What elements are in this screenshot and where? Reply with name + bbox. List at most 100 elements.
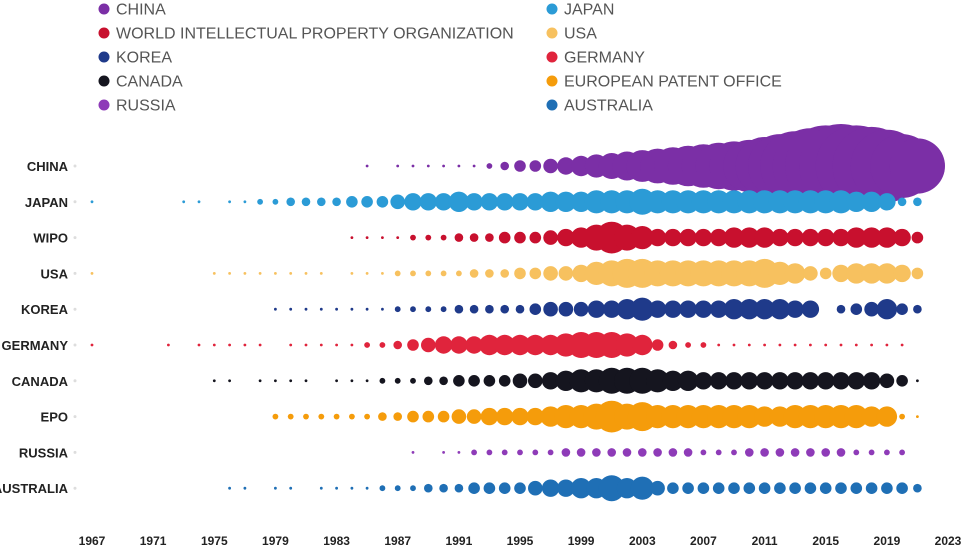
- row-label-china: CHINA: [27, 159, 69, 174]
- legend-entry-china: CHINA: [98, 2, 166, 19]
- bubble-germany-1977: [243, 343, 247, 347]
- bubble-korea-1996: [529, 303, 542, 316]
- bubble-usa-2017: [846, 263, 867, 284]
- bubble-china-1987: [396, 164, 400, 168]
- bubble-germany-2014: [809, 343, 812, 347]
- bubble-australia-2015: [819, 482, 832, 495]
- legend-marker: [98, 3, 110, 15]
- bubble-usa-1995: [514, 267, 526, 280]
- bubble-germany-2010: [747, 343, 751, 347]
- bubble-korea-1986: [381, 307, 384, 311]
- bubble-epo-1979: [272, 413, 279, 420]
- series-canada: [212, 367, 919, 394]
- bubble-epo-1991: [451, 409, 467, 424]
- bubble-japan-1967: [90, 200, 94, 204]
- bubble-russia-2019: [884, 449, 890, 456]
- bubble-epo-1985: [364, 413, 370, 420]
- bubble-australia-1987: [394, 485, 401, 492]
- bubble-russia-1995: [517, 449, 523, 456]
- bubble-japan-1987: [390, 194, 406, 210]
- bubble-korea-2000: [587, 300, 606, 318]
- bubble-germany-1985: [364, 342, 370, 348]
- row-label-australia: AUSTRALIA: [0, 481, 69, 496]
- row-label-japan: JAPAN: [25, 195, 68, 210]
- x-tick-label-1979: 1979: [262, 534, 289, 548]
- bubble-japan-1982: [317, 197, 326, 207]
- bubble-epo-2019: [876, 406, 898, 427]
- bubble-china-1998: [557, 157, 575, 175]
- bubble-germany-2012: [778, 343, 782, 347]
- bubble-wipo-2003: [630, 226, 654, 250]
- bubble-germany-2020: [900, 343, 904, 347]
- bubble-korea-2019: [876, 299, 898, 320]
- bubble-china-1989: [426, 164, 430, 168]
- bubble-australia-1995: [514, 482, 526, 495]
- bubble-australia-1976: [228, 486, 232, 490]
- legend-marker: [546, 27, 558, 39]
- bubble-russia-2014: [806, 448, 815, 457]
- bubble-japan-1973: [182, 200, 186, 204]
- bubble-australia-2009: [728, 482, 740, 495]
- bubble-china-1991: [457, 164, 461, 168]
- bubble-canada-1984: [350, 379, 354, 383]
- row-label-dot: [73, 450, 77, 454]
- legend-marker: [546, 75, 558, 87]
- bubble-canada-1991: [453, 375, 465, 387]
- bubble-japan-1993: [480, 193, 499, 211]
- bubble-germany-1991: [450, 336, 468, 354]
- bubble-epo-1989: [422, 410, 435, 423]
- bubble-australia-1989: [424, 483, 433, 493]
- bubble-germany-1974: [197, 343, 201, 347]
- row-label-dot: [73, 307, 77, 311]
- bubble-korea-2004: [648, 300, 667, 318]
- bubble-australia-1980: [289, 486, 293, 490]
- bubble-canada-2005: [662, 370, 684, 391]
- bubble-wipo-1995: [514, 231, 526, 244]
- bubble-russia-2003: [638, 448, 647, 457]
- bubble-germany-2006: [685, 342, 691, 348]
- bubble-wipo-1988: [410, 234, 416, 241]
- bubble-russia-1994: [501, 449, 508, 456]
- bubble-korea-2005: [664, 300, 682, 318]
- bubble-canada-2015: [817, 372, 835, 390]
- bubble-japan-1980: [286, 197, 296, 207]
- legend-entry-russia: RUSSIA: [98, 98, 176, 115]
- x-tick-label-2003: 2003: [629, 534, 656, 548]
- legend-marker: [98, 99, 110, 111]
- bubble-usa-1977: [243, 272, 247, 275]
- bubble-china-1996: [529, 160, 542, 172]
- bubble-australia-2007: [697, 482, 710, 495]
- bubble-australia-1999: [570, 478, 592, 499]
- bubble-wipo-2012: [771, 228, 789, 247]
- bubble-epo-2017: [844, 405, 868, 429]
- bubble-epo-1986: [378, 412, 387, 421]
- row-label-dot: [73, 415, 77, 419]
- row-labels: CHINA JAPAN WIPO USA KOREA GERMANY CANADA EPO RU…: [0, 159, 77, 496]
- bubble-china-1997: [543, 158, 558, 174]
- bubble-usa-1984: [350, 272, 354, 275]
- bubble-korea-2014: [801, 300, 820, 318]
- bubble-russia-2020: [899, 449, 905, 456]
- bubble-usa-2012: [768, 261, 792, 285]
- bubble-korea-1979: [274, 307, 277, 311]
- bubble-wipo-1998: [557, 228, 575, 247]
- bubble-korea-2012: [769, 299, 791, 320]
- bubble-australia-2010: [743, 482, 756, 495]
- bubble-canada-1975: [212, 379, 216, 383]
- legend-label: USA: [564, 26, 597, 43]
- bubble-korea-1993: [485, 304, 494, 314]
- bubble-canada-2009: [725, 372, 743, 390]
- bubble-usa-1982: [319, 272, 323, 275]
- legend-label: GERMANY: [564, 50, 645, 67]
- bubble-germany-2009: [732, 343, 736, 347]
- bubble-japan-1977: [243, 200, 247, 204]
- bubble-australia-1986: [379, 485, 386, 492]
- bubble-usa-1993: [485, 269, 494, 278]
- bubble-epo-1984: [349, 413, 355, 420]
- bubble-usa-1996: [529, 267, 542, 280]
- bubble-wipo-1993: [485, 233, 494, 242]
- row-label-dot: [73, 200, 77, 204]
- bubble-epo-1993: [480, 407, 499, 426]
- series-germany: [90, 332, 904, 358]
- bubble-canada-2008: [710, 372, 728, 390]
